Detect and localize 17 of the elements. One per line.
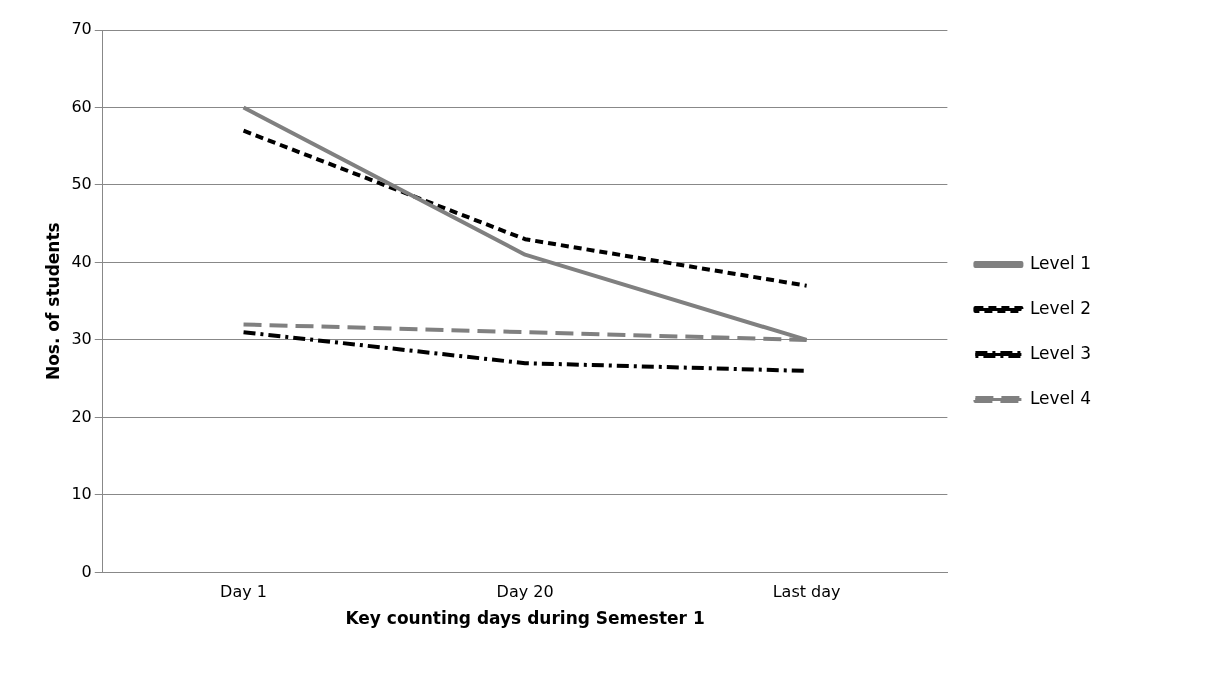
y-tick-label: 10 xyxy=(71,484,92,504)
y-tick-label: 70 xyxy=(71,19,92,39)
y-tick-label: 20 xyxy=(71,406,92,426)
legend-label: Level 3 xyxy=(1029,342,1091,363)
x-tick-label: Day 20 xyxy=(496,582,554,602)
x-tick-label: Day 1 xyxy=(220,582,267,602)
legend-label: Level 1 xyxy=(1029,252,1091,273)
legend-label: Level 2 xyxy=(1029,297,1091,318)
x-tick-label: Last day xyxy=(772,582,841,602)
y-axis-title: Nos. of students xyxy=(42,222,63,381)
y-tick-label: 50 xyxy=(71,174,92,194)
y-tick-label: 30 xyxy=(71,329,92,349)
y-tick-label: 60 xyxy=(71,96,92,116)
y-tick-label: 0 xyxy=(81,561,92,581)
y-tick-label: 40 xyxy=(71,251,92,271)
legend-label: Level 4 xyxy=(1029,387,1091,408)
x-axis-title: Key counting days during Semester 1 xyxy=(345,608,705,629)
